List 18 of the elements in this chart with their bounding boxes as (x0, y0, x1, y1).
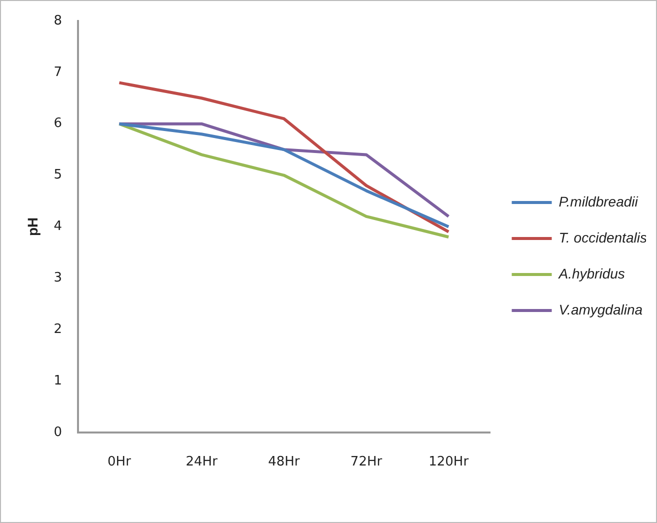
legend-label: P.mildbreadii (558, 193, 639, 210)
x-tick-label: 48Hr (268, 454, 300, 470)
y-axis-title: pH (24, 217, 40, 236)
y-tick-label: 1 (54, 373, 62, 388)
y-tick-label: 7 (54, 64, 62, 80)
x-tick-label: 120Hr (428, 454, 470, 470)
y-tick-label: 6 (54, 116, 62, 132)
x-tick-label: 72Hr (350, 454, 383, 470)
legend-label: V.amygdalina (558, 301, 643, 318)
y-tick-label: 0 (54, 424, 62, 440)
y-tick-label: 2 (54, 322, 62, 337)
legend-label: A.hybridus (558, 265, 625, 282)
y-tick-label: 4 (54, 219, 62, 234)
y-tick-label: 8 (54, 13, 62, 28)
x-tick-label: 0Hr (108, 454, 132, 470)
y-tick-label: 3 (54, 270, 62, 286)
y-tick-label: 5 (54, 168, 62, 183)
x-tick-label: 24Hr (186, 454, 218, 470)
